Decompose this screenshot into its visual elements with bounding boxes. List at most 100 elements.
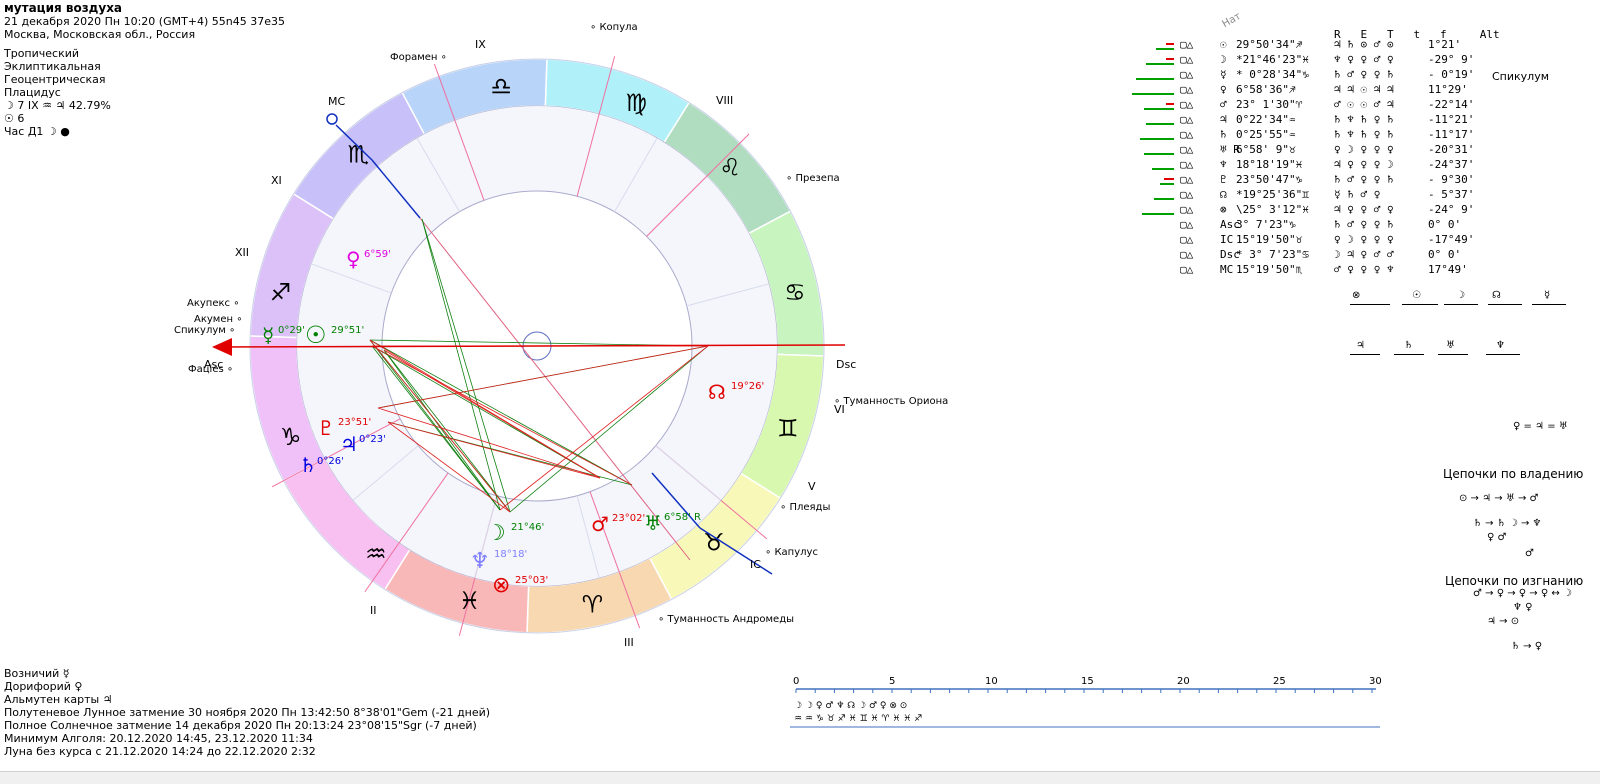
planet-position: 6°58'36"♐ <box>1236 83 1296 96</box>
timeline-tick-label: 15 <box>1081 676 1094 687</box>
dignity-columns: ♃ ♀ ♀ ♂ ♀ <box>1334 203 1394 216</box>
mars-degree: 23°02' <box>612 513 645 524</box>
planet-symbol: ♀ <box>1220 83 1227 96</box>
aspect-line-tense <box>371 345 633 486</box>
strength-bar <box>1136 78 1174 80</box>
house-label-viii: VIII <box>716 94 733 107</box>
house-division <box>686 283 769 307</box>
aspect-icons: ▢△ <box>1180 218 1194 231</box>
dignity-columns: ☽ ♃ ♀ ♂ ♂ <box>1334 248 1394 261</box>
uranus-degree: 6°58' R <box>664 512 701 523</box>
mars-icon[interactable]: ♂ <box>591 512 609 536</box>
altitude-value: 0° 0' <box>1428 218 1462 231</box>
table-row[interactable]: ▢△ ⊗ \25° 3'12"♓ ♃ ♀ ♀ ♂ ♀ -24° 9' <box>1142 203 1500 218</box>
north-node-icon[interactable]: ☊ <box>708 380 726 404</box>
disp-root: ☽ <box>1456 290 1465 301</box>
disp-divider <box>1532 304 1566 305</box>
saturn-icon[interactable]: ♄ <box>299 453 317 477</box>
table-row[interactable]: ▢△ ♅ R 6°58' 9"♉ ♀ ☽ ♀ ♀ ♀ -20°31' <box>1144 143 1500 158</box>
bottom-info-line: Дорифорий ♀ <box>4 680 83 693</box>
jupiter-icon[interactable]: ♃ <box>340 432 358 456</box>
timeline-ticks: 0 5 10 15 20 25 30 <box>793 676 1382 693</box>
table-row[interactable]: ▢△ ☊ *19°25'36"♊ ☿ ♄ ♂ ♀ - 5°37' <box>1154 188 1500 203</box>
aspect-icons: ▢△ <box>1180 113 1194 126</box>
timeline-tick-label: 20 <box>1177 676 1190 687</box>
star-label: ∘ Плеяды <box>780 502 830 513</box>
mercury-icon[interactable]: ☿ <box>262 323 274 347</box>
ic-line <box>651 472 701 529</box>
planet-position: 23°50'47"♑ <box>1236 173 1303 186</box>
timeline-ruler[interactable]: 0 5 10 15 20 25 30 ☽ ☽ ♀ ♂ ♆ ☊ ☽ ♂ ♀ ⊗ ⊙ ♒ ♒ ♑… <box>790 672 1390 732</box>
planet-position: 6°58' 9"♉ <box>1236 143 1296 156</box>
dignity-columns: ♄ ♆ ♄ ♀ ♄ <box>1334 113 1394 126</box>
debility-bar <box>1164 178 1174 180</box>
planet-symbol: ☉ <box>1220 38 1227 51</box>
part-of-fortune-icon[interactable]: ⊗ <box>492 573 510 598</box>
asc-dsc-axis <box>214 344 846 348</box>
aspect-icons: ▢△ <box>1180 98 1194 111</box>
aspect-line-harmonic <box>421 218 501 511</box>
planet-position: *19°25'36"♊ <box>1236 188 1309 201</box>
venus-icon[interactable]: ♀ <box>346 247 361 271</box>
timeline-row: ♒ ♒ ♑ ♉ ♐ ♓ ♊ ♓ ♈ ♓ ♓ ♐ <box>794 714 922 724</box>
star-label: Форамен ∘ <box>390 52 447 63</box>
table-row[interactable]: ▢△ ♇ 23°50'47"♑ ♄ ♂ ♀ ♀ ♄ - 9°30' <box>1160 173 1500 188</box>
disp-root: ♃ <box>1356 340 1365 351</box>
house-label-v: V <box>808 480 816 493</box>
table-row[interactable]: ▢△ ♃ 0°22'34"♒ ♄ ♆ ♄ ♀ ♄ -11°21' <box>1146 113 1500 128</box>
table-row[interactable]: ▢△ ♂ 23° 1'30"♈ ♂ ☉ ☉ ♂ ♃ -22°14' <box>1144 98 1500 113</box>
star-label: ∘ Туманность Ориона <box>834 396 948 407</box>
disp-divider <box>1350 354 1380 355</box>
planet-symbol: Asc <box>1220 218 1240 231</box>
planet-symbol: ♄ <box>1220 128 1227 141</box>
star-label: ∘ Капулус <box>765 547 818 558</box>
table-row[interactable]: ▢△ ♄ 0°25'55"♒ ♄ ♆ ♄ ♀ ♄ -11°17' <box>1140 128 1500 143</box>
header-alt: Alt <box>1479 28 1500 41</box>
timeline-row: ☽ ☽ ♀ ♂ ♆ ☊ ☽ ♂ ♀ ⊗ ⊙ <box>794 701 907 711</box>
disp-root: ☿ <box>1544 290 1551 301</box>
aspect-line-tense <box>377 407 601 479</box>
table-row[interactable]: ▢△ ☿ * 0°28'34"♑ ♄ ♂ ♀ ♀ ♄ - 0°19' <box>1136 68 1500 83</box>
table-row[interactable]: ▢△ Dsc * 3° 7'23"♋ ☽ ♃ ♀ ♂ ♂ 0° 0' <box>1160 248 1500 263</box>
table-row[interactable]: ▢△ ♆ 18°18'19"♓ ♃ ♀ ♀ ♀ ☽ -24°37' <box>1152 158 1500 173</box>
bottom-info-panel: Возничий ☿ Дорифорий ♀ Альмутен карты ♃ … <box>4 667 490 758</box>
table-row[interactable]: ▢△ ☽ *21°46'23"♓ ♆ ♀ ♀ ♂ ♀ -29° 9' <box>1146 53 1500 68</box>
house-system: Плацидус <box>4 86 61 99</box>
sun-icon[interactable]: ☉ <box>305 321 327 349</box>
table-row[interactable]: ▢△ MC 15°19'50"♏ ♂ ♀ ♀ ♀ ♆ 17°49' <box>1160 263 1500 278</box>
planet-symbol: ♆ <box>1220 158 1227 171</box>
planet-position: 0°22'34"♒ <box>1236 113 1296 126</box>
table-row[interactable]: ▢△ Asc 3° 7'23"♑ ♄ ♂ ♀ ♀ ♄ 0° 0' <box>1160 218 1500 233</box>
house-label-ix: IX <box>475 38 486 51</box>
chart-info-panel: мутация воздуха 21 декабря 2020 Пн 10:20… <box>4 2 285 139</box>
altitude-value: -20°31' <box>1428 143 1475 156</box>
strength-bar <box>1144 153 1174 155</box>
moon-icon[interactable]: ☽ <box>486 521 506 546</box>
natal-wheel[interactable]: ♎♍♌♋♊♉♈♓♒♑♐♏ IX VIII XI XII MC Asc Dsc V… <box>0 0 1000 660</box>
altitude-value: 1°21' <box>1428 38 1462 51</box>
uranus-icon[interactable]: ♅ <box>644 511 662 535</box>
pluto-icon[interactable]: ♇ <box>317 416 335 440</box>
table-row[interactable]: ▢△ ♀ 6°58'36"♐ ♃ ♃ ☉ ♃ ♃ 11°29' <box>1132 83 1500 98</box>
planet-symbol: Dsc <box>1220 248 1240 261</box>
table-row[interactable]: ▢△ ☉ 29°50'34"♐ ♃ ♄ ⊙ ♂ ⊙ 1°21' <box>1156 38 1500 53</box>
debility-bar <box>1166 43 1174 45</box>
chain-line: ♄ → ♀ <box>1511 641 1543 652</box>
neptune-icon[interactable]: ♆ <box>470 549 490 574</box>
neptune-degree: 18°18' <box>494 549 527 560</box>
altitude-value: -24°37' <box>1428 158 1475 171</box>
table-row[interactable]: ▢△ IC 15°19'50"♉ ♀ ☽ ♀ ♀ ♀ -17°49' <box>1160 233 1500 248</box>
saturn-degree: 0°26' <box>317 456 344 467</box>
part-of-fortune-degree: 25°03' <box>515 575 548 586</box>
altitude-value: -17°49' <box>1428 233 1475 246</box>
house-label-vi: VI <box>834 403 845 416</box>
dignity-columns: ☿ ♄ ♂ ♀ <box>1334 188 1381 201</box>
house-label-xi: XI <box>271 174 282 187</box>
chain-line: ♂ → ♀ → ♀ → ♀ ↔ ☽ <box>1473 588 1572 599</box>
disp-root: ♅ <box>1446 340 1455 351</box>
bottom-info-line: Полутеневое Лунное затмение 30 ноября 20… <box>4 706 491 719</box>
dignity-columns: ♂ ♀ ♀ ♀ ♆ <box>1334 263 1394 276</box>
star-label: ∘ Туманность Андромеды <box>658 614 794 625</box>
aspect-icons: ▢△ <box>1180 263 1194 276</box>
star-label: ∘ Презепа <box>786 173 840 184</box>
